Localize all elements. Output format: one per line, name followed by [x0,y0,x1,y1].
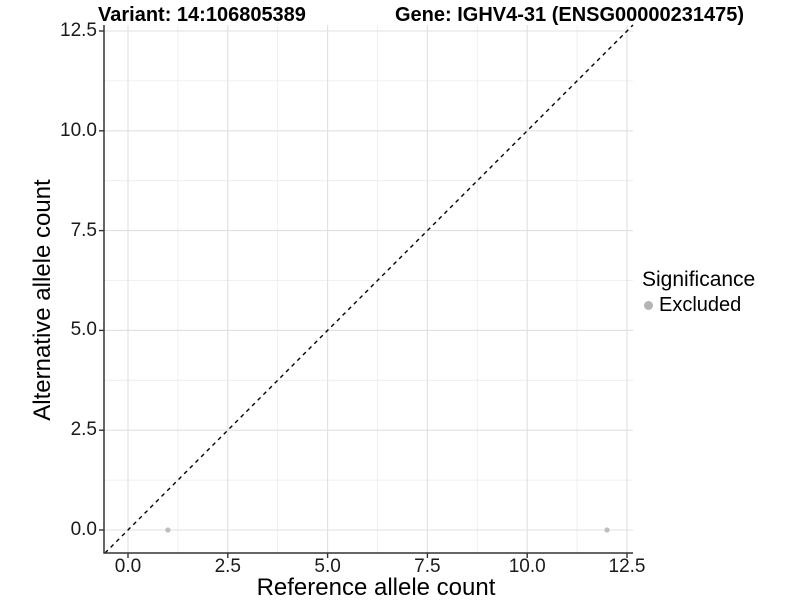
x-tick-label: 12.5 [608,556,646,577]
legend-item-excluded: Excluded [642,293,755,317]
legend-item-label: Excluded [659,294,742,316]
data-point [604,527,610,533]
y-tick-label: 10.0 [60,119,97,141]
y-tick-label: 5.0 [70,319,97,341]
x-tick-label: 0.0 [114,556,142,577]
legend-title: Significance [642,268,756,291]
plot-title-gene: Gene: IGHV4-31 (ENSG00000231475) [395,4,745,26]
legend: Significance Excluded [642,268,755,317]
excluded-point-icon [644,300,653,310]
y-tick-label: 2.5 [70,419,97,441]
y-tick-label: 0.0 [70,519,97,540]
x-axis-title: Reference allele count [256,574,496,600]
x-tick-label: 5.0 [314,556,341,577]
y-tick-label: 7.5 [70,219,97,241]
plot-title-variant: Variant: 14:106805389 [98,4,306,26]
data-point [165,527,171,533]
identity-reference-line [104,24,634,554]
x-tick-label: 10.0 [508,556,546,577]
x-tick-label: 7.5 [414,556,441,577]
y-tick-label: 12.5 [60,20,97,41]
y-axis-title: Alternative allele count [29,179,56,421]
x-tick-label: 2.5 [214,556,241,577]
axis-lines [103,25,633,554]
